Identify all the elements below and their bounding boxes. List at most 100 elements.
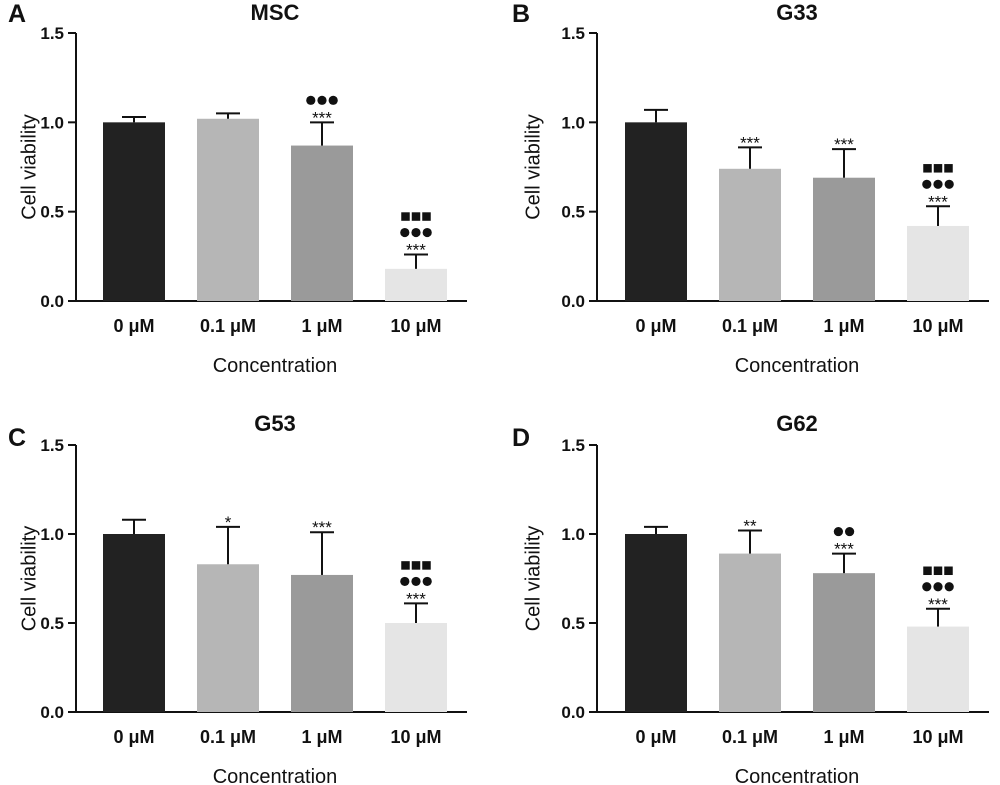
bar bbox=[291, 145, 353, 301]
bar bbox=[291, 574, 353, 712]
x-tick-label: 0 μM bbox=[635, 316, 676, 336]
y-axis-label: Cell viability bbox=[18, 526, 40, 632]
significance-stars: *** bbox=[312, 518, 332, 537]
x-tick-label: 10 μM bbox=[390, 316, 441, 336]
x-tick-label: 10 μM bbox=[390, 727, 441, 747]
significance-square bbox=[411, 561, 421, 570]
bar bbox=[197, 564, 259, 712]
x-tick-label: 0.1 μM bbox=[722, 316, 778, 336]
significance-square bbox=[401, 561, 410, 570]
x-tick-label: 0 μM bbox=[113, 727, 154, 747]
significance-circle bbox=[422, 576, 432, 587]
bar bbox=[813, 177, 875, 301]
significance-stars: *** bbox=[834, 540, 854, 559]
x-tick-label: 0.1 μM bbox=[200, 316, 256, 336]
significance-circle bbox=[944, 179, 954, 189]
x-tick-label: 10 μM bbox=[912, 316, 963, 336]
y-tick-label: 0.0 bbox=[40, 703, 64, 722]
significance-stars: * bbox=[225, 513, 232, 532]
panel-c: C G53 0.0 0.5 1.0 1.5 Cell viability 0 μM 0.1 μM… bbox=[8, 411, 467, 785]
chart-title: G33 bbox=[776, 0, 818, 25]
significance-circle bbox=[922, 179, 932, 189]
significance-circle bbox=[422, 227, 432, 238]
y-tick-label: 0.5 bbox=[561, 614, 585, 633]
significance-square bbox=[923, 566, 932, 576]
bar bbox=[385, 268, 447, 301]
significance-circle bbox=[411, 576, 421, 587]
x-axis-label: Concentration bbox=[735, 766, 860, 785]
significance-stars: *** bbox=[740, 133, 760, 152]
significance-square bbox=[944, 566, 953, 576]
significance-square bbox=[923, 164, 932, 173]
significance-stars: *** bbox=[406, 589, 426, 608]
significance-circle bbox=[328, 95, 338, 105]
panel-b: B G33 0.0 0.5 1.0 1.5 Cell viability 0 μM 0.1 μM… bbox=[512, 0, 989, 377]
y-tick-label: 0.0 bbox=[40, 292, 64, 311]
x-axis-label: Concentration bbox=[213, 355, 338, 377]
significance-square bbox=[422, 212, 431, 221]
significance-stars: *** bbox=[312, 108, 332, 127]
y-tick-label: 1.0 bbox=[40, 113, 64, 132]
significance-stars: *** bbox=[406, 241, 426, 260]
x-tick-label: 0 μM bbox=[635, 727, 676, 747]
significance-square bbox=[944, 164, 953, 173]
bar bbox=[719, 553, 781, 712]
bar bbox=[813, 573, 875, 712]
x-tick-label: 1 μM bbox=[301, 316, 342, 336]
significance-circle bbox=[411, 227, 421, 238]
y-tick-label: 0.5 bbox=[40, 614, 64, 633]
bar bbox=[719, 168, 781, 301]
bar bbox=[907, 225, 969, 301]
significance-circle bbox=[317, 95, 327, 105]
significance-circle bbox=[833, 526, 844, 537]
x-tick-label: 0.1 μM bbox=[722, 727, 778, 747]
y-tick-label: 1.5 bbox=[561, 436, 585, 455]
y-tick-label: 1.0 bbox=[40, 525, 64, 544]
x-axis-label: Concentration bbox=[213, 766, 338, 785]
significance-square bbox=[401, 212, 410, 221]
y-tick-label: 1.5 bbox=[561, 24, 585, 43]
panel-a: A MSC 0.0 0.5 1.0 1.5 Cell viability 0 μM 0.1 μM… bbox=[8, 0, 467, 377]
significance-square bbox=[411, 212, 421, 221]
y-tick-label: 0.0 bbox=[561, 292, 585, 311]
panel-letter: A bbox=[8, 0, 26, 28]
chart-title: G62 bbox=[776, 411, 818, 436]
bar bbox=[197, 118, 259, 301]
significance-stars: ** bbox=[743, 516, 757, 535]
significance-circle bbox=[922, 582, 932, 592]
significance-circle bbox=[933, 179, 943, 189]
bar bbox=[625, 122, 687, 301]
bar bbox=[625, 534, 687, 712]
bar bbox=[385, 623, 447, 712]
x-tick-label: 1 μM bbox=[823, 727, 864, 747]
x-tick-label: 0.1 μM bbox=[200, 727, 256, 747]
significance-square bbox=[933, 566, 943, 576]
y-axis-label: Cell viability bbox=[18, 114, 40, 220]
y-tick-label: 1.5 bbox=[40, 24, 64, 43]
y-tick-label: 0.5 bbox=[561, 203, 585, 222]
y-tick-label: 0.0 bbox=[561, 703, 585, 722]
x-axis-label: Concentration bbox=[735, 355, 860, 377]
bar bbox=[907, 626, 969, 712]
panel-letter: C bbox=[8, 424, 26, 452]
x-tick-label: 1 μM bbox=[823, 316, 864, 336]
significance-circle bbox=[306, 95, 316, 105]
significance-square bbox=[422, 561, 431, 570]
significance-circle bbox=[400, 576, 410, 587]
significance-stars: *** bbox=[928, 192, 948, 211]
significance-square bbox=[933, 164, 943, 173]
chart-title: G53 bbox=[254, 411, 296, 436]
chart-title: MSC bbox=[251, 0, 300, 25]
y-tick-label: 0.5 bbox=[40, 203, 64, 222]
y-tick-label: 1.0 bbox=[561, 525, 585, 544]
y-tick-label: 1.5 bbox=[40, 436, 64, 455]
x-tick-label: 0 μM bbox=[113, 316, 154, 336]
significance-circle bbox=[933, 582, 943, 592]
y-axis-label: Cell viability bbox=[522, 114, 544, 220]
significance-circle bbox=[944, 582, 954, 592]
panel-d: D G62 0.0 0.5 1.0 1.5 Cell viability 0 μM 0.1 μM… bbox=[512, 411, 989, 785]
significance-stars: *** bbox=[928, 595, 948, 614]
panel-letter: B bbox=[512, 0, 530, 28]
significance-stars: *** bbox=[834, 135, 854, 154]
